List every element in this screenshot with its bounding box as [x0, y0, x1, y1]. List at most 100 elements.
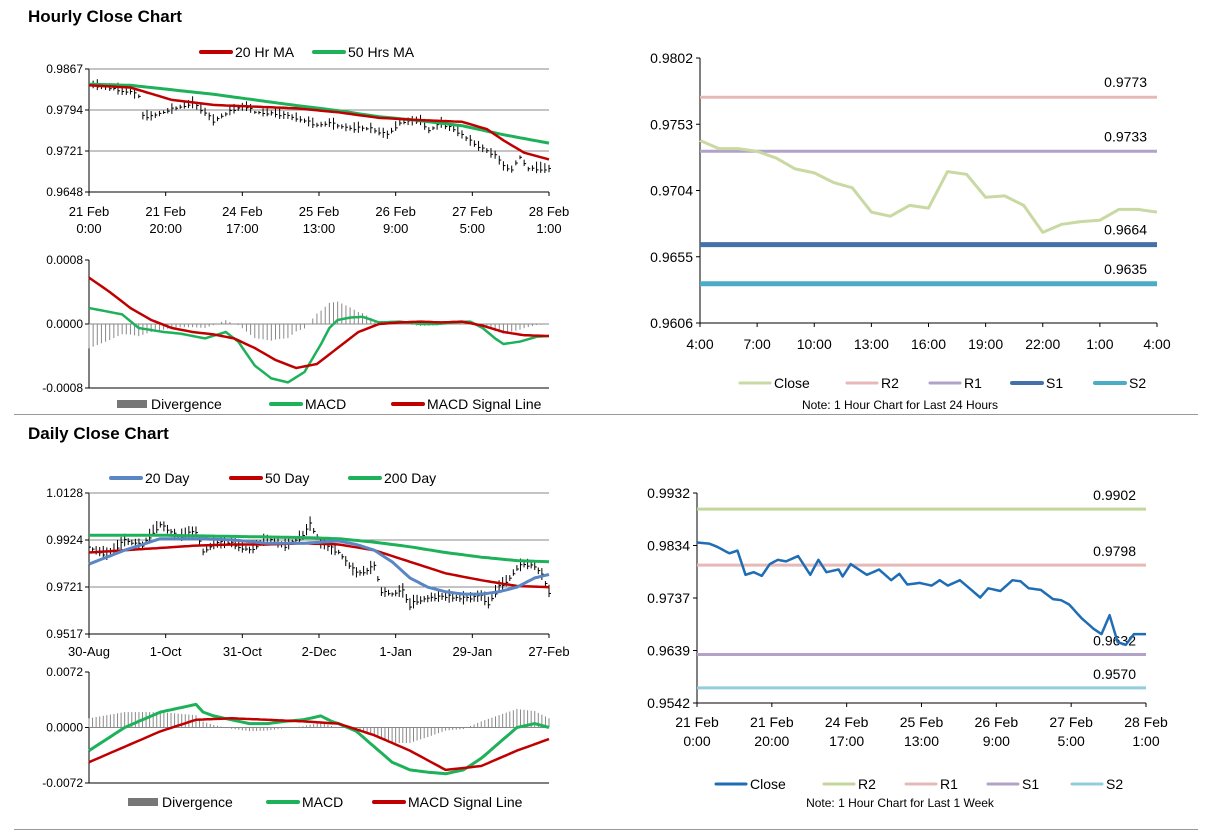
weekly-1h-x-tick-label: 5:00 — [1058, 733, 1085, 749]
weekly-1h-x-tick-label: 26 Feb — [975, 714, 1019, 730]
section-divider — [14, 414, 1198, 415]
daily-price-x-tick-label: 1-Oct — [150, 644, 182, 659]
daily-price-x-tick-label: 29-Jan — [452, 644, 492, 659]
legend-daily-macd-label: MACD — [302, 794, 343, 810]
hourly-price-x-tick-label: 9:00 — [383, 221, 408, 236]
hourly-24h-x-tick-label: 13:00 — [854, 336, 889, 352]
legend-weekly-s1-label: S1 — [1022, 776, 1039, 792]
hourly-price-y-tick-label: 0.9648 — [46, 185, 83, 199]
daily-macd-y-tick-label: 0.0000 — [46, 721, 83, 735]
daily-macd-signal-line — [88, 717, 550, 772]
legend-hourly-macd-signal-label: MACD Signal Line — [427, 396, 542, 412]
weekly-1h-level-label: 0.9798 — [1093, 543, 1136, 559]
hourly-price-x-tick-label: 17:00 — [226, 221, 259, 236]
legend-50hrs-ma-label: 50 Hrs MA — [348, 44, 415, 60]
hourly-price-x-tick-label: 27 Feb — [452, 204, 492, 219]
hourly-price-x-tick-label: 28 Feb — [529, 204, 569, 219]
daily-price-x-tick-label: 2-Dec — [302, 644, 337, 659]
legend-weekly-close-label: Close — [750, 776, 786, 792]
legend-50-day-label: 50 Day — [265, 470, 309, 486]
legend-20hr-ma-label: 20 Hr MA — [235, 44, 295, 60]
daily-section-title: Daily Close Chart — [28, 424, 169, 443]
hourly-24h-level-label: 0.9635 — [1104, 261, 1147, 277]
weekly-1h-x-tick-label: 25 Feb — [900, 714, 944, 730]
hourly-price-y-tick-label: 0.9721 — [46, 144, 83, 158]
weekly-1h-y-tick-label: 0.9542 — [647, 695, 690, 711]
weekly-1h-x-tick-label: 24 Feb — [825, 714, 869, 730]
weekly-1h-level-label: 0.9902 — [1093, 487, 1136, 503]
hourly-24h-y-tick-label: 0.9802 — [650, 50, 693, 66]
hourly-24h-x-tick-label: 22:00 — [1025, 336, 1060, 352]
legend-200-day-label: 200 Day — [384, 470, 436, 486]
hourly-24h-x-tick-label: 10:00 — [797, 336, 832, 352]
hourly-24h-x-tick-label: 7:00 — [744, 336, 771, 352]
daily-price-y-tick-label: 0.9924 — [46, 533, 83, 547]
daily-price-x-tick-label: 30-Aug — [68, 644, 110, 659]
bottom-divider — [14, 829, 1198, 830]
hourly-24h-note: Note: 1 Hour Chart for Last 24 Hours — [802, 398, 998, 412]
hourly-price-x-tick-label: 26 Feb — [375, 204, 415, 219]
hourly-price-x-tick-label: 13:00 — [303, 221, 336, 236]
legend-daily-divergence-label: Divergence — [162, 794, 233, 810]
weekly-1h-x-tick-label: 1:00 — [1132, 733, 1159, 749]
daily-200-day-line — [89, 533, 550, 564]
hourly-price-x-tick-label: 1:00 — [536, 221, 561, 236]
weekly-1h-y-tick-label: 0.9932 — [647, 485, 690, 501]
hourly-price-x-tick-label: 21 Feb — [69, 204, 109, 219]
legend-weekly-s2-label: S2 — [1106, 776, 1123, 792]
hourly-macd-y-tick-label: -0.0008 — [42, 381, 83, 395]
hourly-24h-level-label: 0.9733 — [1104, 128, 1147, 144]
daily-price-x-tick-label: 27-Feb — [528, 644, 569, 659]
daily-price-y-tick-label: 0.9721 — [46, 580, 83, 594]
hourly-24h-y-tick-label: 0.9606 — [650, 315, 693, 331]
legend-24h-s2-label: S2 — [1129, 375, 1146, 391]
legend-daily-macd-signal-label: MACD Signal Line — [408, 794, 523, 810]
weekly-1h-x-tick-label: 9:00 — [983, 733, 1010, 749]
weekly-1h-level-label: 0.9570 — [1093, 666, 1136, 682]
daily-macd-y-tick-label: -0.0072 — [42, 776, 83, 790]
legend-24h-r2-label: R2 — [881, 375, 899, 391]
hourly-24h-x-tick-label: 4:00 — [686, 336, 713, 352]
hourly-price-x-tick-label: 20:00 — [149, 221, 182, 236]
hourly-section-title: Hourly Close Chart — [28, 7, 182, 26]
daily-50-day-line — [88, 542, 550, 589]
daily-20-day-line — [88, 537, 550, 596]
hourly-24h-x-tick-label: 19:00 — [968, 336, 1003, 352]
legend-hourly-macd-label: MACD — [305, 396, 346, 412]
daily-macd-line — [88, 702, 550, 776]
hourly-24h-level-label: 0.9664 — [1104, 222, 1147, 238]
hourly-price-x-tick-label: 25 Feb — [299, 204, 339, 219]
daily-price-y-tick-label: 0.9517 — [46, 627, 83, 641]
weekly-1h-y-tick-label: 0.9834 — [647, 538, 690, 554]
weekly-1h-x-tick-label: 17:00 — [829, 733, 864, 749]
legend-24h-s1-label: S1 — [1046, 375, 1063, 391]
hourly-price-x-tick-label: 0:00 — [76, 221, 101, 236]
hourly-24h-close-line — [699, 139, 1158, 234]
hourly-price-x-tick-label: 5:00 — [460, 221, 485, 236]
hourly-24h-x-tick-label: 16:00 — [911, 336, 946, 352]
legend-hourly-divergence-swatch — [117, 400, 147, 408]
hourly-20-ma-line — [88, 84, 550, 161]
weekly-1h-note: Note: 1 Hour Chart for Last 1 Week — [806, 796, 995, 810]
daily-price-y-tick-label: 1.0128 — [46, 486, 83, 500]
weekly-1h-y-tick-label: 0.9737 — [647, 590, 690, 606]
hourly-price-y-tick-label: 0.9794 — [46, 103, 83, 117]
hourly-price-x-tick-label: 21 Feb — [145, 204, 185, 219]
legend-hourly-divergence-label: Divergence — [151, 396, 222, 412]
hourly-macd-y-tick-label: 0.0000 — [46, 317, 83, 331]
legend-weekly-r2-label: R2 — [858, 776, 876, 792]
hourly-24h-level-label: 0.9773 — [1104, 74, 1147, 90]
legend-20-day-label: 20 Day — [145, 470, 189, 486]
hourly-price-x-tick-label: 24 Feb — [222, 204, 262, 219]
legend-24h-close-label: Close — [774, 375, 810, 391]
daily-price-x-tick-label: 1-Jan — [379, 644, 412, 659]
hourly-24h-y-tick-label: 0.9753 — [650, 116, 693, 132]
weekly-1h-y-tick-label: 0.9639 — [647, 643, 690, 659]
daily-price-x-tick-label: 31-Oct — [223, 644, 262, 659]
hourly-macd-signal-line — [88, 276, 550, 370]
weekly-1h-x-tick-label: 21 Feb — [675, 714, 719, 730]
hourly-24h-y-tick-label: 0.9655 — [650, 249, 693, 265]
weekly-1h-x-tick-label: 13:00 — [904, 733, 939, 749]
hourly-24h-y-tick-label: 0.9704 — [650, 183, 693, 199]
